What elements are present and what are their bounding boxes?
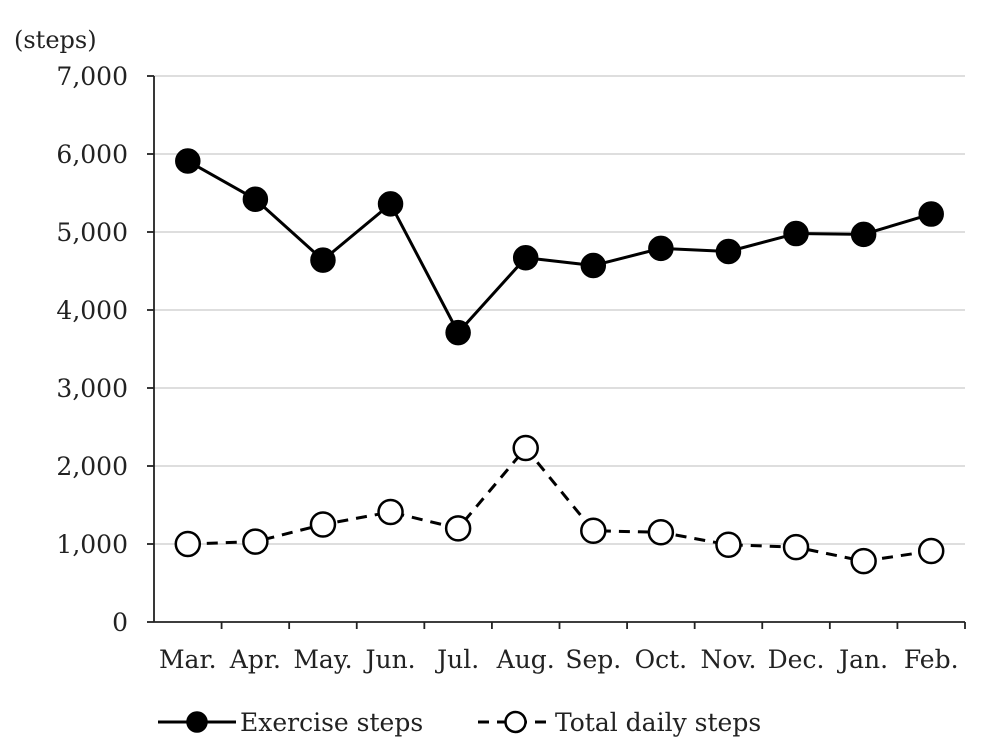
series-line-1 <box>187 159 932 335</box>
data-point <box>174 530 202 558</box>
axes <box>147 75 966 629</box>
data-point <box>850 221 877 248</box>
data-point <box>242 528 269 555</box>
y-tick-label: 1,000 <box>56 530 128 559</box>
y-tick-label: 2,000 <box>56 452 128 481</box>
data-point <box>310 247 336 273</box>
x-tick-label: Aug. <box>496 645 555 674</box>
data-point <box>850 547 877 575</box>
data-point <box>580 252 607 279</box>
y-tick-label: 0 <box>112 608 128 637</box>
data-point <box>647 519 675 546</box>
y-axis-unit-label: (steps) <box>14 26 97 54</box>
x-axis-ticks: Mar. Apr. May. Jun. Jul. Aug. Sep. Oct. Nov. Dec.… <box>159 645 959 674</box>
data-point <box>175 148 201 174</box>
y-tick-label: 4,000 <box>56 296 128 325</box>
data-point <box>242 186 269 212</box>
x-tick-label: May. <box>293 645 352 674</box>
y-tick-label: 7,000 <box>56 62 128 91</box>
data-point <box>512 434 539 462</box>
data-point <box>445 319 471 346</box>
x-tick-label: Apr. <box>229 645 281 674</box>
data-point <box>783 220 809 247</box>
data-point <box>918 201 944 227</box>
x-tick-label: Mar. <box>159 645 217 674</box>
y-tick-label: 5,000 <box>56 218 128 247</box>
data-point <box>917 537 945 565</box>
legend-marker-2 <box>504 710 527 734</box>
gridlines <box>154 75 965 545</box>
data-point <box>377 191 404 217</box>
legend-label: Total daily steps <box>555 708 761 737</box>
data-point <box>444 515 472 542</box>
x-tick-label: Jul. <box>434 645 479 674</box>
y-tick-label: 3,000 <box>56 374 128 403</box>
x-tick-label: Oct. <box>635 645 688 674</box>
data-point <box>309 511 337 538</box>
x-tick-label: Feb. <box>904 645 959 674</box>
x-tick-label: Jun. <box>362 645 415 674</box>
legend-label: Exercise steps <box>240 708 423 737</box>
data-point <box>715 531 742 559</box>
x-tick-label: Dec. <box>768 645 825 674</box>
x-tick-label: Sep. <box>565 645 621 674</box>
data-point <box>648 235 674 262</box>
legend: Exercise steps Total daily steps <box>158 708 761 737</box>
data-point <box>782 533 810 561</box>
legend-marker-1 <box>186 711 208 733</box>
x-tick-label: Jan. <box>836 645 888 674</box>
data-point <box>512 244 539 271</box>
data-point <box>377 498 404 526</box>
x-tick-label: Nov. <box>700 645 756 674</box>
y-axis-ticks: 0 1,000 2,000 3,000 4,000 5,000 6,000 7,000 <box>56 62 128 637</box>
series-lines <box>174 148 945 575</box>
data-point <box>580 517 607 544</box>
data-point <box>715 238 742 265</box>
y-tick-label: 6,000 <box>56 140 128 169</box>
